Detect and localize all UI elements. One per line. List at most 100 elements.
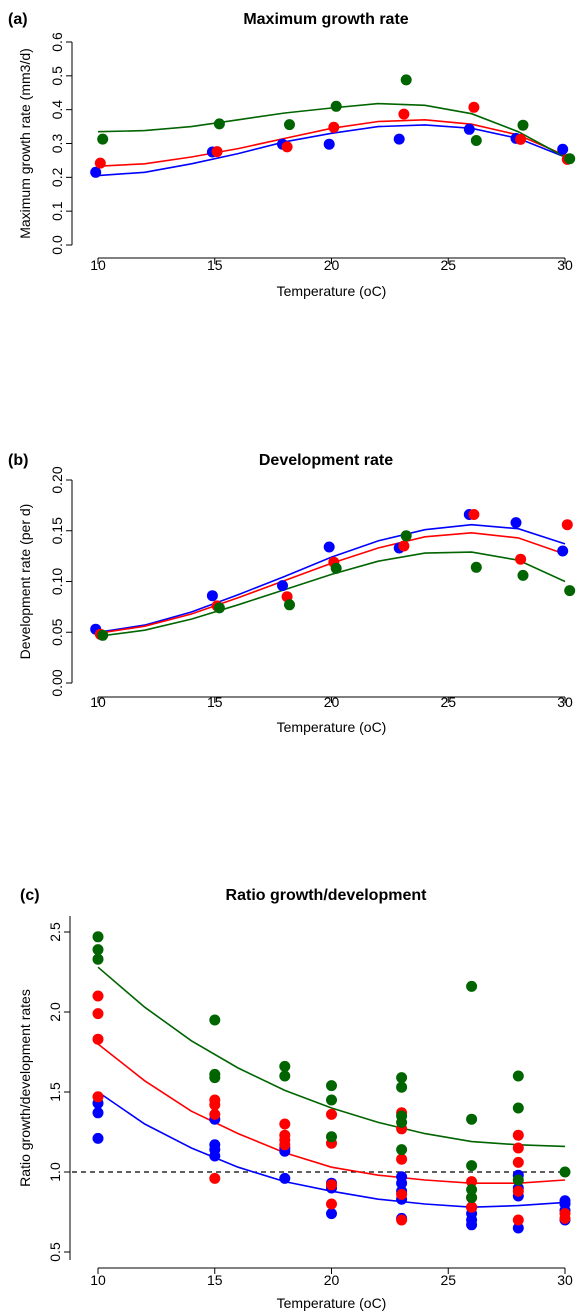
- y-axis-label: Development rate (per d): [17, 504, 33, 660]
- data-point-blue: [277, 580, 288, 592]
- x-axis-label: Temperature (oC): [277, 719, 387, 735]
- data-point-green: [466, 980, 478, 992]
- data-point-red: [209, 1172, 221, 1184]
- data-point-green: [466, 1184, 478, 1196]
- data-point-red: [326, 1198, 337, 1210]
- data-point-red: [398, 540, 410, 552]
- y-tick-label: 0.05: [49, 618, 65, 645]
- data-point-red: [512, 1156, 524, 1168]
- x-tick-label: 20: [324, 1272, 340, 1288]
- data-point-red: [209, 1099, 221, 1111]
- data-point-green: [564, 153, 576, 165]
- data-point-blue: [557, 143, 569, 155]
- y-tick-label: 0.00: [49, 669, 65, 696]
- data-point-green: [512, 1102, 524, 1114]
- data-point-red: [512, 1129, 524, 1141]
- panel-b: (b) Development rate 10 15 20 25 30 0.00 0.05 0.1…: [8, 452, 576, 735]
- data-point-blue: [393, 133, 405, 145]
- data-point-green: [517, 119, 529, 131]
- y-tick-label: 0.15: [49, 517, 65, 544]
- panel-label: (b): [8, 452, 28, 469]
- data-point-green: [213, 602, 225, 614]
- data-point-green: [470, 561, 482, 573]
- data-point-green: [470, 135, 482, 146]
- data-point-green: [396, 1081, 408, 1093]
- x-tick-label: 10: [90, 694, 106, 710]
- data-point-red: [515, 553, 527, 565]
- data-point-red: [396, 1153, 408, 1165]
- data-point-red: [92, 1033, 104, 1045]
- x-tick-label: 25: [440, 694, 456, 710]
- data-point-green: [396, 1072, 408, 1084]
- y-tick-label: 0.6: [49, 32, 65, 52]
- panel-label: (a): [8, 11, 28, 28]
- data-point-red: [281, 141, 293, 153]
- y-tick-label: 0.4: [49, 100, 65, 120]
- data-point-red: [209, 1108, 221, 1120]
- fit-curve-blue: [97, 523, 566, 634]
- data-point-blue: [512, 1222, 524, 1234]
- data-point-red: [94, 157, 106, 169]
- data-point-green: [330, 100, 342, 112]
- data-point-red: [512, 1214, 524, 1226]
- data-point-blue: [92, 1107, 104, 1119]
- data-point-green: [512, 1174, 524, 1186]
- data-point-red: [515, 133, 527, 145]
- data-point-red: [396, 1188, 408, 1200]
- data-point-red: [466, 1201, 478, 1213]
- y-axis-label: Maximum growth rate (mm3/d): [17, 48, 33, 239]
- y-axis-label: Ratio growth/development rates: [17, 989, 33, 1187]
- y-tick-label: 1.0: [47, 1162, 63, 1182]
- x-tick-label: 25: [440, 257, 456, 273]
- x-tick-label: 30: [557, 1272, 573, 1288]
- data-point-green: [330, 562, 342, 574]
- data-point-blue: [92, 1132, 104, 1144]
- data-point-red: [92, 1008, 104, 1020]
- data-point-green: [97, 629, 109, 641]
- fit-curve-green: [97, 966, 566, 1148]
- y-tick-label: 0.0: [49, 235, 65, 255]
- data-point-green: [326, 1094, 337, 1106]
- data-point-red: [398, 108, 410, 120]
- y-tick-label: 0.5: [47, 1242, 63, 1262]
- fit-curve-red: [97, 1043, 566, 1184]
- data-point-green: [466, 1192, 478, 1204]
- x-tick-label: 15: [207, 257, 223, 273]
- data-point-green: [466, 1113, 478, 1125]
- data-point-green: [400, 74, 412, 86]
- x-tick-label: 20: [324, 694, 340, 710]
- y-tick-label: 0.10: [49, 568, 65, 595]
- panel-c: (c) Ratio growth/development 10 15 20 25 30 0.5…: [17, 887, 573, 1311]
- data-point-red: [512, 1185, 524, 1197]
- data-point-green: [396, 1116, 408, 1128]
- chart-title: Maximum growth rate: [243, 11, 408, 28]
- data-point-red: [559, 1212, 571, 1224]
- data-point-red: [326, 1179, 337, 1191]
- data-point-blue: [463, 123, 475, 135]
- x-tick-label: 20: [324, 257, 340, 273]
- fit-curve-green: [97, 551, 566, 638]
- fit-curve-blue: [97, 124, 566, 177]
- data-point-blue: [279, 1172, 291, 1184]
- data-point-blue: [396, 1177, 408, 1189]
- data-point-green: [92, 944, 104, 956]
- data-point-green: [396, 1144, 408, 1156]
- data-point-green: [213, 118, 225, 130]
- y-tick-label: 0.20: [49, 466, 65, 493]
- data-point-red: [396, 1214, 408, 1226]
- data-point-blue: [323, 138, 335, 150]
- chart-title: Development rate: [259, 452, 393, 469]
- panel-a: (a) Maximum growth rate 10 15 20 25 30 0.0 0.1 0.…: [8, 11, 576, 299]
- chart-title: Ratio growth/development: [226, 887, 428, 904]
- x-tick-label: 30: [557, 694, 573, 710]
- data-point-red: [92, 1091, 104, 1103]
- y-tick-label: 0.5: [49, 66, 65, 86]
- data-point-red: [468, 101, 480, 113]
- data-point-blue: [326, 1208, 337, 1220]
- y-tick-label: 2.5: [47, 922, 63, 942]
- y-tick-label: 2.0: [47, 1002, 63, 1022]
- data-point-green: [92, 931, 104, 943]
- data-point-green: [209, 1072, 221, 1084]
- x-tick-label: 10: [90, 257, 106, 273]
